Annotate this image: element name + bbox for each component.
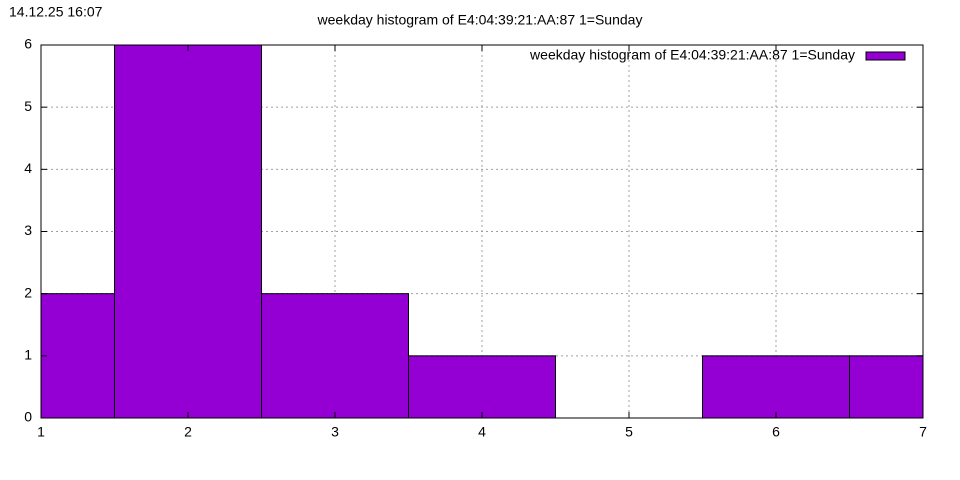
bar: [849, 355, 923, 418]
x-tick-label: 6: [772, 424, 780, 440]
timestamp: 14.12.25 16:07: [9, 4, 103, 20]
y-tick-label: 4: [24, 160, 32, 176]
x-tick-label: 7: [919, 424, 927, 440]
x-tick-label: 2: [184, 424, 192, 440]
legend-swatch: [865, 51, 906, 61]
y-tick-label: 5: [24, 98, 32, 114]
x-tick-label: 5: [625, 424, 633, 440]
bar: [702, 355, 850, 418]
bars: [41, 45, 923, 418]
plot-border: [40, 44, 924, 419]
y-tick-label: 1: [24, 347, 32, 363]
x-tick-label: 1: [37, 424, 45, 440]
bar: [261, 293, 409, 418]
chart-title: weekday histogram of E4:04:39:21:AA:87 1…: [317, 12, 643, 28]
y-tick-label: 6: [24, 36, 32, 52]
bar: [408, 355, 556, 418]
y-tick-label: 0: [24, 409, 32, 425]
legend-label: weekday histogram of E4:04:39:21:AA:87 1…: [529, 47, 855, 63]
y-tick-label: 3: [24, 222, 32, 238]
x-tick-label: 4: [478, 424, 486, 440]
y-tick-label: 2: [24, 284, 32, 300]
bar: [114, 45, 262, 418]
x-tick-label: 3: [331, 424, 339, 440]
bar: [41, 293, 115, 418]
